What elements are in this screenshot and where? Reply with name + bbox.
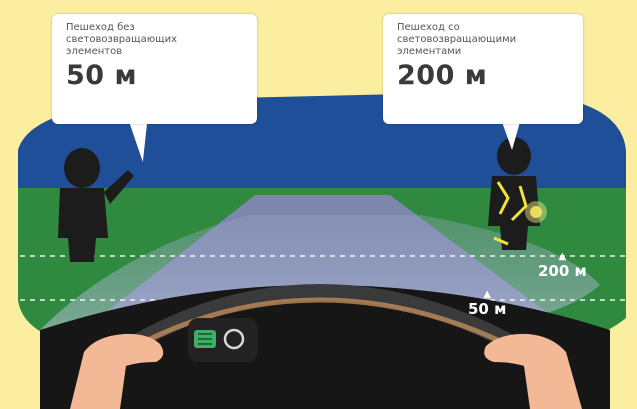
bubble-right-tail	[502, 122, 520, 150]
road-marker-near-label: 50 м	[468, 300, 507, 318]
bubble-left-description: Пешеход без световозвращающих элементов	[66, 22, 177, 57]
steering-wheel-icon	[82, 283, 568, 380]
bubble-pedestrian-with-reflectors: Пешеход со световозвращающими элементами…	[383, 14, 583, 124]
bubble-right-distance: 200 м	[397, 60, 488, 91]
left-hand-icon	[70, 333, 164, 409]
bubble-pedestrian-without-reflectors: Пешеход без световозвращающих элементов …	[52, 14, 257, 124]
pedestrian-left-icon	[58, 148, 134, 262]
road-marker-far: ▲ 200 м	[538, 251, 587, 281]
up-arrow-icon: ▲	[483, 289, 492, 300]
bubble-left-distance: 50 м	[66, 60, 138, 91]
road-marker-far-label: 200 м	[538, 262, 587, 280]
right-hand-icon	[484, 333, 582, 409]
road-marker-near: ▲ 50 м	[468, 289, 507, 319]
bubble-right-description: Пешеход со световозвращающими элементами	[397, 22, 517, 57]
up-arrow-icon: ▲	[558, 251, 567, 262]
headlight-icon	[194, 328, 245, 350]
reflector-glow-icon	[493, 181, 547, 246]
